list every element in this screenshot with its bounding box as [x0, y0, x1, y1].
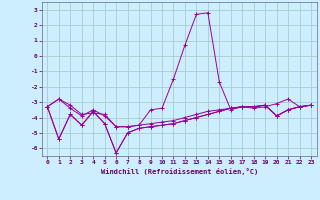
X-axis label: Windchill (Refroidissement éolien,°C): Windchill (Refroidissement éolien,°C): [100, 168, 258, 175]
